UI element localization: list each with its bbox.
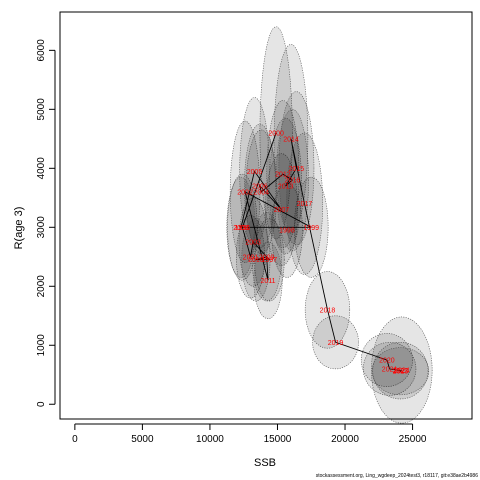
year-label-2020: 2020 [379,358,395,365]
x-axis: 0 5000 10000 15000 20000 25000 [72,423,427,445]
year-label-2019: 2019 [328,340,344,347]
y-tick-label: 1000 [36,334,47,357]
year-label-2013: 2013 [278,184,294,191]
y-tick-label: 6000 [36,39,47,62]
y-tick-label: 4000 [36,157,47,180]
year-label-2016: 2016 [285,178,301,185]
x-tick-label: 0 [72,434,78,445]
year-label-1997: 1997 [262,257,278,264]
x-axis-title: SSB [254,457,276,469]
confidence-ellipse-layer [226,26,433,424]
year-label-2000: 2000 [268,130,284,137]
trajectory-layer [240,132,403,373]
year-label-2017: 2017 [297,201,313,208]
year-label-2015: 2015 [289,166,305,173]
plot-frame [59,11,473,420]
x-tick-label: 20000 [331,434,359,445]
year-label-2024: 2024 [394,368,410,375]
x-tick-label: 25000 [399,434,427,445]
year-label-2021: 2021 [382,366,398,373]
trajectory-line [240,132,403,373]
year-label-2004: 2004 [253,189,269,196]
year-label-1996: 1996 [235,225,251,232]
x-tick-label: 15000 [264,434,292,445]
y-tick-label: 5000 [36,98,47,121]
x-tick-label: 10000 [196,434,224,445]
y-axis: 0 1000 2000 3000 4000 5000 6000 [36,39,56,407]
year-label-2011: 2011 [260,278,275,285]
y-tick-label: 2000 [36,275,47,298]
year-label-2018: 2018 [320,307,336,314]
year-label-2022: 2022 [393,368,409,375]
year-label-layer: 1996 1997 1998 1999 2000 2001 2002 2003 2004 2005… [233,130,409,375]
year-label-2007: 2007 [274,207,290,214]
year-label-2005: 2005 [247,169,263,176]
year-label-2012: 2012 [275,172,291,179]
year-label-2014: 2014 [283,136,299,143]
y-tick-label: 3000 [36,216,47,239]
year-label-2009: 2009 [259,254,275,261]
footnote: stockassessment.org, Ling_wgdeep_2024tes… [315,473,478,479]
y-axis-title: R(age 3) [13,207,25,250]
year-label-2010: 2010 [248,257,264,264]
year-label-2008: 2008 [233,225,249,232]
y-tick-label: 0 [36,401,47,407]
x-tick-label: 5000 [131,434,154,445]
year-label-1999: 1999 [303,225,319,232]
year-label-2023: 2023 [393,369,409,376]
year-label-2001: 2001 [243,254,259,261]
year-label-2006: 2006 [252,184,268,191]
year-label-2002: 2002 [237,189,253,196]
year-label-2003: 2003 [245,240,261,247]
year-label-1998: 1998 [279,228,295,235]
